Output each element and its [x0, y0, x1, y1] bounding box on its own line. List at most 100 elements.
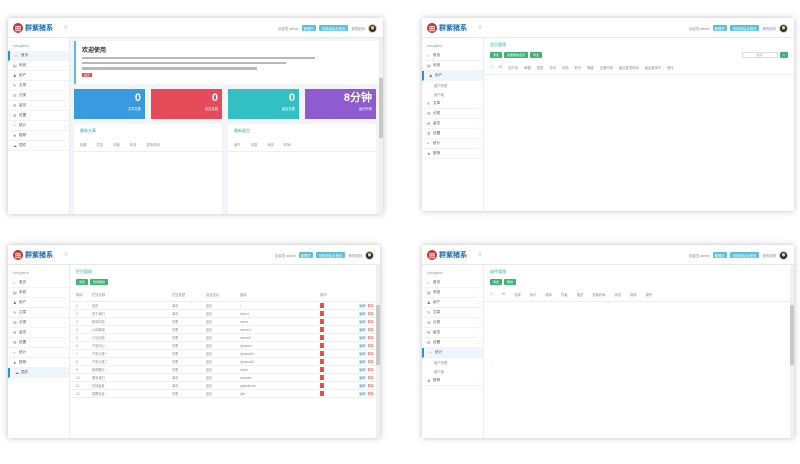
edit-button[interactable]: 编辑	[359, 368, 366, 372]
sidebar-item-home[interactable]: ⌂ 首页	[422, 51, 483, 61]
sidebar-item-system[interactable]: ▤ 系统 ›	[8, 61, 69, 71]
sidebar-item-featured[interactable]: ★ 推荐 ›	[422, 376, 483, 386]
search-button[interactable]: Q	[779, 52, 788, 58]
stat-card-articles[interactable]: 0 文章总数	[74, 89, 145, 119]
sidebar-item-featured[interactable]: ★ 推荐 ›	[422, 149, 483, 159]
scrollbar[interactable]	[379, 38, 383, 214]
delete-button[interactable]: 删除	[367, 336, 374, 340]
delete-button[interactable]: 删除	[367, 312, 374, 316]
sidebar-item-system[interactable]: ▤ 系统 ›	[8, 288, 69, 298]
status-toggle[interactable]	[320, 303, 324, 308]
delete-button[interactable]: 删除	[367, 368, 374, 372]
sidebar-item-categories[interactable]: ☰ 分类 ›	[8, 91, 69, 101]
edit-button[interactable]: 编辑	[359, 320, 366, 324]
sidebar-item-settings[interactable]: ⚙ 设置 ›	[422, 129, 483, 139]
menu-toggle-icon[interactable]: ≡	[478, 25, 482, 31]
sidebar-subitem-user-group[interactable]: 用户组	[434, 370, 445, 374]
delete-button[interactable]: 删除	[367, 376, 374, 380]
logo[interactable]: 田 群紫猪系	[427, 249, 467, 261]
sidebar-subitem-user-list[interactable]: 用户列表	[434, 361, 448, 365]
change-password-link[interactable]: 修改密码	[351, 26, 365, 31]
change-password-link[interactable]: 修改密码	[762, 253, 776, 258]
logo[interactable]: 田 群紫猪系	[13, 249, 53, 261]
sidebar-item-articles[interactable]: ✎ 文章 ›	[422, 99, 483, 109]
status-toggle[interactable]	[320, 375, 324, 380]
logo[interactable]: 田 群紫猪系	[13, 22, 53, 34]
avatar[interactable]	[779, 250, 788, 260]
status-toggle[interactable]	[320, 311, 324, 316]
edit-button[interactable]: 编辑	[359, 360, 366, 364]
sidebar-item-articles[interactable]: ✎ 文章 ›	[8, 81, 69, 91]
status-toggle[interactable]	[320, 359, 324, 364]
sidebar-item-messages[interactable]: ✉ 留言 ›	[8, 328, 69, 338]
sidebar-item-home[interactable]: ⌂ 首页	[8, 278, 69, 288]
sidebar-item-system[interactable]: ▤ 系统 ›	[422, 288, 483, 298]
status-toggle[interactable]	[320, 343, 324, 348]
edit-button[interactable]: 编辑	[359, 328, 366, 332]
edit-button[interactable]: 编辑	[359, 352, 366, 356]
batch-delete-button[interactable]: 批量删除会员	[504, 52, 529, 58]
avatar[interactable]	[779, 23, 788, 33]
switch-home-link[interactable]: 切换到后台首页	[318, 25, 349, 31]
sidebar-item-home[interactable]: ⌂ 首页	[422, 278, 483, 288]
add-button[interactable]: 添加	[490, 52, 503, 58]
sidebar-item-system[interactable]: ▤ 系统 ›	[422, 61, 483, 71]
edit-button[interactable]: 编辑	[359, 392, 366, 396]
sidebar-item-articles[interactable]: ✎ 文章 ›	[8, 308, 69, 318]
sidebar-subitem-user-group[interactable]: 用户组	[434, 93, 445, 97]
status-toggle[interactable]	[320, 335, 324, 340]
delete-button[interactable]: 删除	[504, 279, 517, 285]
sidebar-item-categories[interactable]: ☰ 分类 ›	[422, 318, 483, 328]
delete-button[interactable]: 删除	[367, 360, 374, 364]
change-password-link[interactable]: 修改密码	[762, 26, 776, 31]
status-toggle[interactable]	[320, 351, 324, 356]
export-button[interactable]: 导出	[530, 52, 543, 58]
delete-button[interactable]: 删除	[367, 384, 374, 388]
status-toggle[interactable]	[320, 327, 324, 332]
sidebar-item-featured[interactable]: ★ 推荐 ›	[8, 131, 69, 141]
sidebar-item-users[interactable]: ♟ 用户 ›	[422, 298, 483, 308]
edit-button[interactable]: 编辑	[359, 344, 366, 348]
sidebar-subitem-user-list[interactable]: 用户列表	[434, 84, 448, 88]
sidebar-item-stats[interactable]: ◔ 统计 ›	[8, 348, 69, 358]
logo[interactable]: 田 群紫猪系	[427, 22, 467, 34]
sidebar-item-featured[interactable]: ★ 推荐 ›	[8, 358, 69, 368]
edit-button[interactable]: 编辑	[359, 336, 366, 340]
sidebar-item-settings[interactable]: ⚙ 设置 ›	[8, 338, 69, 348]
delete-button[interactable]: 删除	[367, 392, 374, 396]
sidebar-item-stats[interactable]: ◔ 统计 ⌄	[422, 348, 483, 358]
edit-button[interactable]: 编辑	[359, 312, 366, 316]
sidebar-item-settings[interactable]: ⚙ 设置 ›	[422, 338, 483, 348]
sidebar-item-stats[interactable]: ◔ 统计 ›	[8, 121, 69, 131]
search-input[interactable]: 搜索	[741, 52, 778, 58]
switch-home-link[interactable]: 切换到后台首页	[315, 252, 346, 258]
menu-toggle-icon[interactable]: ≡	[478, 252, 482, 258]
status-toggle[interactable]	[320, 319, 324, 324]
scroll-thumb[interactable]	[379, 78, 383, 138]
select-all-checkbox[interactable]: ☐	[490, 65, 493, 69]
avatar[interactable]	[368, 23, 377, 33]
status-toggle[interactable]	[320, 383, 324, 388]
delete-button[interactable]: 删除	[367, 320, 374, 324]
batch-delete-button[interactable]: 批量删除	[90, 279, 109, 285]
sidebar-item-plugins[interactable]: ☁ 插件 ›	[8, 141, 69, 151]
sidebar-item-categories[interactable]: ☰ 分类 ›	[422, 109, 483, 119]
delete-button[interactable]: 删除	[367, 344, 374, 348]
change-password-link[interactable]: 修改密码	[348, 253, 362, 258]
delete-button[interactable]: 删除	[367, 304, 374, 308]
sidebar-item-articles[interactable]: ✎ 文章 ›	[422, 308, 483, 318]
add-button[interactable]: 添加	[490, 279, 503, 285]
avatar[interactable]	[365, 250, 374, 260]
sidebar-item-users[interactable]: ♟ 用户 ›	[8, 298, 69, 308]
switch-home-link[interactable]: 切换到后台首页	[729, 252, 760, 258]
edit-button[interactable]: 编辑	[359, 376, 366, 380]
menu-toggle-icon[interactable]: ≡	[64, 25, 68, 31]
select-all-checkbox[interactable]: ☐	[490, 292, 493, 296]
scrollbar[interactable]	[376, 265, 380, 438]
sidebar-item-plugins[interactable]: ☁ 插件 ›	[8, 368, 69, 378]
edit-button[interactable]: 编辑	[359, 304, 366, 308]
sidebar-item-users[interactable]: ♟ 用户 ›	[8, 71, 69, 81]
sidebar-item-home[interactable]: ⌂ 首页	[8, 51, 69, 61]
stat-card-members[interactable]: 0 会员总数	[151, 89, 222, 119]
delete-button[interactable]: 删除	[367, 352, 374, 356]
